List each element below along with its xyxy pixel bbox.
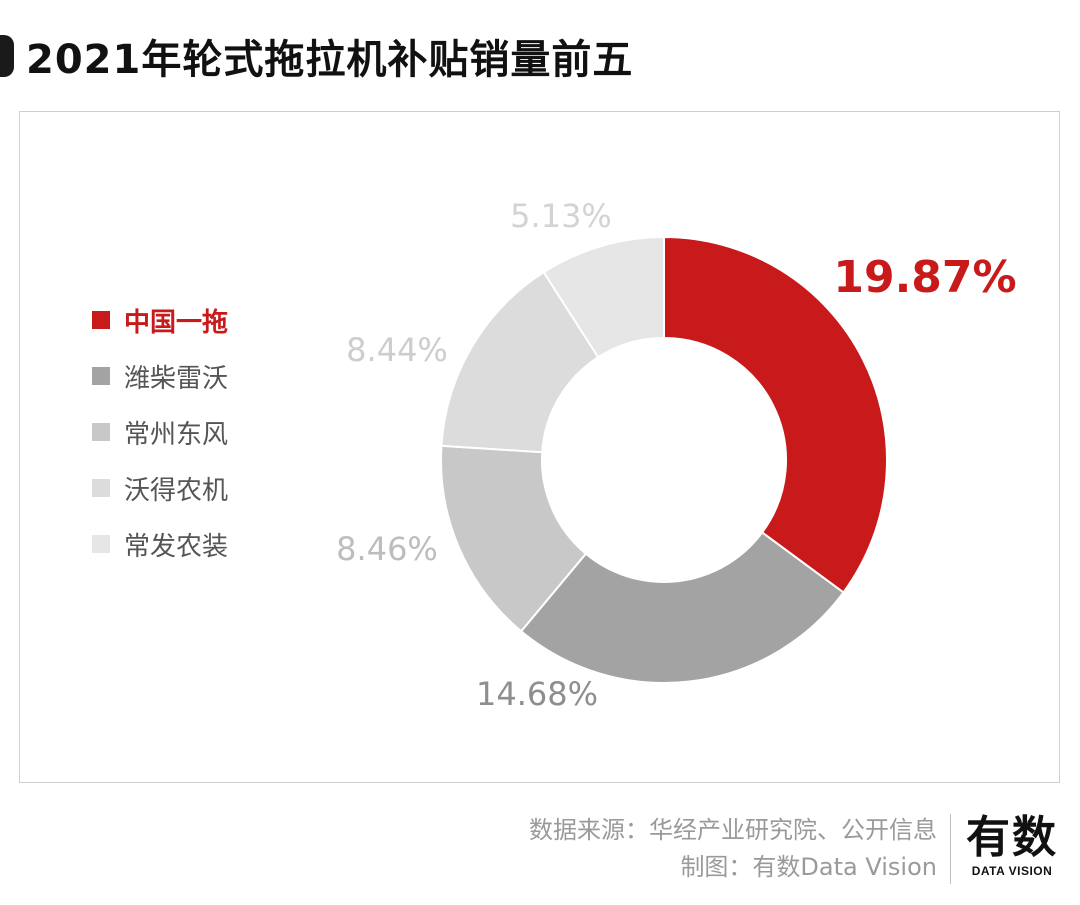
chart-title: 2021年轮式拖拉机补贴销量前五 [26,37,634,83]
footer: 数据来源：华经产业研究院、公开信息 制图：有数Data Vision [529,812,937,886]
legend-swatch [92,535,110,553]
data-label: 8.46% [336,530,438,568]
legend-label: 常发农装 [124,531,229,562]
legend-item: 中国一拖 [92,292,228,348]
chart-credit: 制图：有数Data Vision [680,853,937,881]
title-bar: 2021年轮式拖拉机补贴销量前五 [0,28,1000,84]
legend-swatch [92,479,110,497]
legend-item: 常州东风 [92,404,228,460]
chart-panel [19,111,1060,783]
donut-slice [663,235,888,594]
donut-slice [542,235,665,359]
footer-divider [950,814,951,884]
data-label: 5.13% [510,197,612,235]
data-source: 数据来源：华经产业研究院、公开信息 [529,816,937,844]
title-marker-icon [0,35,14,77]
data-label: 8.44% [346,331,448,369]
donut-slice [519,531,845,684]
legend-swatch [92,311,110,329]
chart-legend: 中国一拖潍柴雷沃常州东风沃得农机常发农装 [92,292,228,572]
legend-label: 中国一拖 [124,307,229,338]
data-label: 19.87% [833,252,1016,303]
legend-item: 常发农装 [92,516,228,572]
legend-swatch [92,423,110,441]
logo-text-en: DATA VISION [971,864,1053,878]
logo-text-cn: 有数 [966,812,1058,863]
legend-label: 沃得农机 [124,475,229,506]
legend-swatch [92,367,110,385]
data-label: 14.68% [476,675,598,713]
legend-label: 潍柴雷沃 [124,363,229,394]
brand-logo: 有数 DATA VISION [962,812,1062,878]
legend-item: 沃得农机 [92,460,228,516]
legend-item: 潍柴雷沃 [92,348,228,404]
legend-label: 常州东风 [124,419,229,450]
